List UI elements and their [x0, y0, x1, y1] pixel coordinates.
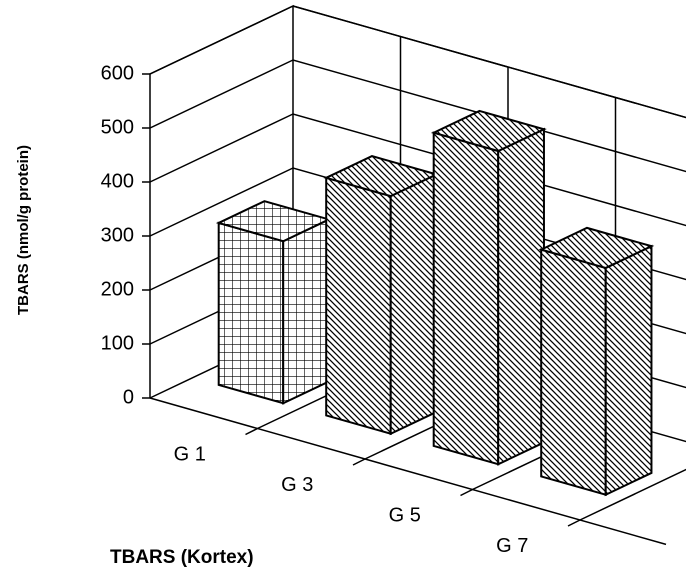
x-tick: [460, 488, 473, 497]
y-tick-label: 600: [101, 62, 134, 84]
bar-front: [325, 176, 392, 436]
grid-line: [149, 59, 686, 173]
x-tick: [352, 458, 366, 466]
x-tick-label: G 7: [496, 535, 528, 557]
x-axis-label: TBARS (Kortex): [110, 547, 254, 568]
x-tick-label: G 5: [389, 505, 421, 527]
x-tick-label: G 3: [281, 474, 313, 496]
bar: [538, 226, 655, 497]
y-tick-label: 300: [101, 224, 134, 246]
bar: [430, 109, 547, 466]
bar-side: [282, 217, 330, 405]
x-tick: [567, 519, 581, 527]
grid-line: [149, 113, 686, 227]
y-tick-label: 0: [123, 386, 134, 408]
y-tick-label: 500: [101, 116, 134, 138]
bar-side: [604, 244, 653, 497]
bars: [215, 109, 655, 497]
bar-front: [540, 248, 607, 497]
y-tick-label: 100: [101, 332, 134, 354]
bar-front: [432, 131, 500, 466]
bar-top: [430, 109, 547, 153]
bar-front: [217, 221, 285, 405]
floor-divider: [579, 468, 686, 521]
grid-line: [149, 5, 686, 119]
y-tick-label: 400: [101, 170, 134, 192]
bar: [215, 200, 332, 405]
y-tick-label: 200: [101, 278, 134, 300]
x-tick-label: G 1: [174, 444, 206, 466]
y-axis-label: TBARS (nmol/g protein): [15, 145, 32, 315]
bar-side: [497, 127, 545, 466]
bar-top: [538, 226, 655, 269]
bar: [323, 154, 440, 436]
x-tick: [245, 427, 258, 436]
bar-side: [389, 172, 438, 436]
